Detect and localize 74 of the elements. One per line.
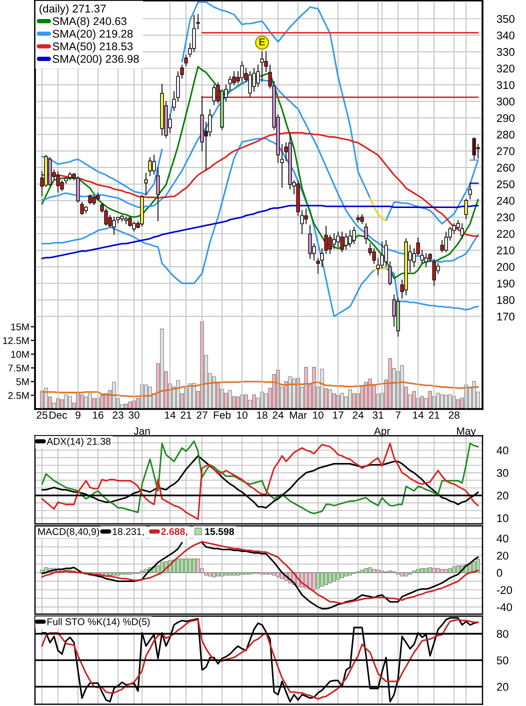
- y-tick-label: 190: [497, 280, 514, 288]
- x-tick-label: 23: [112, 411, 124, 419]
- y-tick-label: 210: [496, 246, 514, 254]
- x-tick-label: 10: [313, 411, 324, 419]
- y-tick-label: 280: [496, 130, 514, 139]
- y-tick-label: 0: [496, 568, 502, 577]
- chart-title: MACD(8,40,9): [38, 528, 100, 537]
- y-tick-label: 40: [496, 534, 508, 542]
- legend-label: SMA(8) 240.63: [52, 16, 126, 28]
- y2-tick-label: 12.5M: [3, 337, 29, 344]
- y-tick-label: 200: [496, 263, 514, 271]
- annotation: E: [260, 38, 265, 46]
- y2-tick-label: 7.5M: [8, 364, 29, 372]
- x-tick-label: 21: [180, 411, 192, 419]
- x-tick-label: 24: [272, 411, 284, 419]
- y-tick-label: 260: [496, 164, 514, 172]
- y-tick-label: 80: [496, 630, 508, 638]
- x-tick-label: 14: [165, 411, 176, 419]
- y2-tick-label: 5M: [16, 378, 29, 386]
- y-tick-label: 340: [496, 32, 514, 40]
- y-tick-label: 30: [496, 469, 508, 477]
- legend-label: 2.688,: [161, 528, 188, 536]
- y-tick-label: 180: [497, 296, 514, 304]
- y-tick-label: 40: [496, 446, 508, 454]
- y-tick-label: 350: [496, 14, 514, 23]
- x-tick-label: Dec: [50, 411, 67, 419]
- y-tick-label: 230: [496, 213, 514, 222]
- y-tick-label: 320: [496, 64, 514, 72]
- legend-label: ADX(14) 21.38: [46, 438, 111, 447]
- y-tick-label: 170: [497, 312, 514, 321]
- y-tick-label: 270: [496, 147, 514, 156]
- x-tick-label: 28: [448, 411, 460, 419]
- y-tick-label: 310: [496, 81, 514, 89]
- y-tick-label: 250: [496, 180, 514, 188]
- y-tick-label: 10: [497, 514, 508, 522]
- chart-title: (daily) 271.37: [40, 4, 106, 15]
- x-tick-label: Jan: [134, 427, 150, 435]
- legend-label: SMA(200) 236.98: [52, 54, 139, 66]
- y-tick-label: 50: [496, 656, 508, 664]
- x-tick-label: 31: [372, 411, 384, 419]
- y2-tick-label: 15M: [11, 324, 29, 330]
- x-tick-label: 17: [333, 411, 344, 419]
- y-tick-label: 240: [496, 196, 514, 205]
- x-tick-label: 14: [413, 411, 424, 419]
- x-tick-label: Apr: [374, 427, 390, 437]
- y2-tick-label: 2.5M: [8, 392, 29, 399]
- x-tick-label: 24: [352, 411, 364, 419]
- x-tick-label: 9: [76, 411, 80, 419]
- x-tick-label: 10: [237, 411, 248, 419]
- legend-label: 15.598: [205, 528, 234, 535]
- legend-label: SMA(20) 219.28: [52, 30, 133, 40]
- x-tick-label: May: [457, 427, 476, 437]
- y-tick-label: 20: [496, 552, 508, 560]
- x-tick-label: 7: [396, 411, 400, 419]
- y-tick-label: -20: [496, 586, 512, 594]
- x-tick-label: 16: [93, 411, 104, 419]
- x-tick-label: 25: [36, 411, 48, 419]
- x-tick-label: 30: [128, 411, 140, 419]
- x-tick-label: 27: [196, 411, 208, 419]
- y2-tick-label: 10M: [11, 350, 29, 358]
- y-tick-label: 300: [496, 98, 514, 106]
- x-tick-label: Mar: [290, 411, 307, 419]
- x-tick-label: 21: [428, 411, 440, 419]
- legend-label: Full STO %K(14) %D(5): [47, 618, 150, 628]
- x-tick-label: Feb: [214, 411, 231, 419]
- y-tick-label: 290: [496, 114, 514, 122]
- y-tick-label: 220: [496, 230, 514, 238]
- y-tick-label: 330: [496, 48, 514, 56]
- y-tick-label: 20: [496, 492, 508, 500]
- y-tick-label: -40: [496, 603, 512, 612]
- legend-label: SMA(50) 218.53: [52, 42, 133, 52]
- y-tick-label: 20: [496, 682, 508, 691]
- x-tick-label: 18: [257, 411, 268, 419]
- legend-label: 18.231,: [112, 528, 144, 536]
